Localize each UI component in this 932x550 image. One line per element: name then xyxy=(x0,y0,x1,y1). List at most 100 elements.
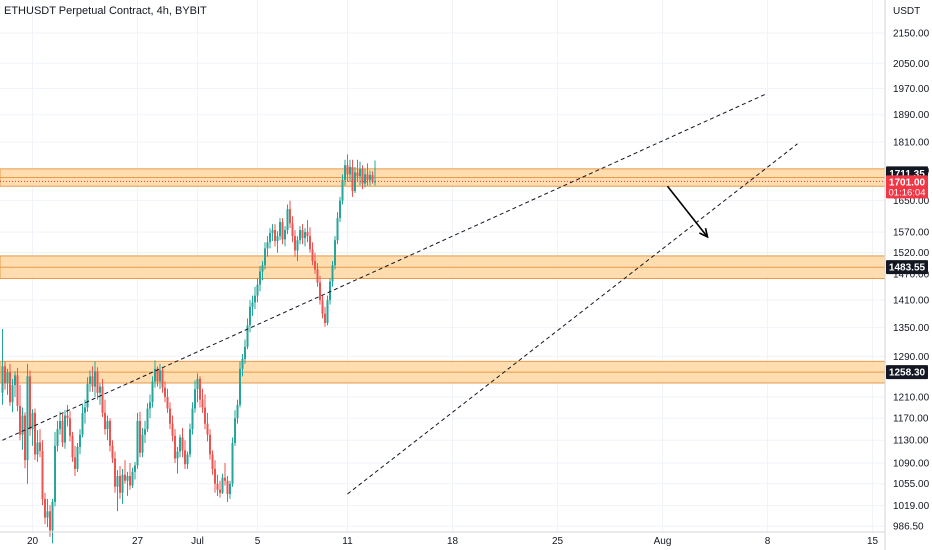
candle-body xyxy=(16,375,19,406)
candle-body xyxy=(24,415,26,461)
candle-body xyxy=(56,429,59,446)
candle-body xyxy=(329,281,331,301)
bar-countdown: 01:16:04 xyxy=(889,187,926,198)
candle-body xyxy=(164,387,166,397)
candle-body xyxy=(166,396,169,409)
candle-body xyxy=(29,376,31,430)
candle-body xyxy=(289,209,291,224)
candle-body xyxy=(309,236,311,250)
candle-body xyxy=(76,446,79,469)
candle-body xyxy=(371,175,374,182)
candle-body xyxy=(241,358,244,369)
candle-body xyxy=(96,371,99,393)
candle-body xyxy=(34,412,36,455)
candle-body xyxy=(26,376,29,461)
candle-body xyxy=(41,450,44,499)
candle-body xyxy=(236,404,239,419)
candle-body xyxy=(269,232,271,243)
candle-body xyxy=(321,300,324,314)
candle-body xyxy=(171,423,174,436)
candle-body xyxy=(134,465,136,472)
zone-price-tag-box xyxy=(886,260,928,275)
price-tick-label: 2150.00 xyxy=(893,29,930,40)
candle-body xyxy=(116,475,119,487)
candle-body xyxy=(349,167,351,175)
candle-body xyxy=(176,451,179,459)
candle-body xyxy=(274,230,276,242)
candle-body xyxy=(266,242,269,249)
candle-body xyxy=(249,306,251,326)
zone-price-tag: 1711.35 xyxy=(889,169,925,180)
candle-body xyxy=(304,232,306,239)
candle-body xyxy=(19,405,21,435)
candle-body xyxy=(209,434,211,455)
price-tick-label: 1019.00 xyxy=(893,501,930,512)
candle-body xyxy=(74,457,76,469)
time-tick-label: 20 xyxy=(27,536,39,547)
price-tick-label: 1290.00 xyxy=(893,352,930,363)
price-tick-label: 1350.00 xyxy=(893,323,930,334)
candle-body xyxy=(351,167,354,192)
candle-body xyxy=(224,477,226,481)
candle-body xyxy=(234,418,236,444)
candle-body xyxy=(79,434,81,447)
candle-body xyxy=(229,483,231,494)
candle-body xyxy=(104,412,106,430)
candle-body xyxy=(14,375,16,386)
price-tick-label: 1210.00 xyxy=(893,392,930,403)
candle-body xyxy=(1,366,4,393)
candle-body xyxy=(311,249,314,261)
zone-price-tag: 1483.55 xyxy=(889,263,926,274)
candle-body xyxy=(284,230,286,240)
chart-title: ETHUSDT Perpetual Contract, 4h, BYBIT xyxy=(4,5,207,17)
candle-body xyxy=(291,223,294,237)
trendline xyxy=(2,92,768,441)
candle-body xyxy=(239,368,241,405)
candle-body xyxy=(211,454,214,469)
candle-body xyxy=(86,384,89,408)
candle-body xyxy=(214,468,216,484)
candle-body xyxy=(286,209,289,231)
arrow-head xyxy=(699,227,709,239)
last-price-tag-box xyxy=(886,175,928,199)
candle-body xyxy=(81,412,84,435)
candle-body xyxy=(9,372,11,403)
candle-body xyxy=(319,282,321,301)
price-axis[interactable]: 2150.002050.001970.001890.001810.001730.… xyxy=(884,0,930,550)
candle-body xyxy=(139,420,141,453)
candle-body xyxy=(294,236,296,251)
time-axis[interactable]: 20 27 Jul 5 11 18 25 Aug 8 15 xyxy=(0,531,885,547)
time-tick-label: 25 xyxy=(552,536,564,547)
candle-body xyxy=(89,376,91,385)
candle-body xyxy=(6,372,9,384)
candle-body xyxy=(246,325,249,347)
candle-body xyxy=(316,269,319,283)
time-tick-label: Aug xyxy=(654,536,672,547)
candle-body xyxy=(341,179,344,201)
candle-body xyxy=(46,511,49,518)
candle-body xyxy=(144,429,146,435)
candle-body xyxy=(359,168,361,177)
candle-body xyxy=(54,445,56,502)
time-tick-label: 5 xyxy=(255,536,261,547)
candle-body xyxy=(334,240,336,266)
candle-body xyxy=(279,222,281,237)
candle-body xyxy=(49,511,51,531)
price-tick-label: 986.50 xyxy=(893,522,924,533)
candle-body xyxy=(301,230,304,239)
price-tick-label: 1650.00 xyxy=(893,196,930,207)
time-tick-label: 11 xyxy=(342,536,353,547)
candle-body xyxy=(51,501,54,531)
candle-body xyxy=(149,402,151,409)
last-price-tag: 1701.00 xyxy=(889,177,926,188)
candle-body xyxy=(361,168,364,184)
candle-body xyxy=(99,386,101,393)
candle-body xyxy=(254,295,256,303)
candle-body xyxy=(271,230,274,233)
candle-body xyxy=(36,442,39,455)
candle-body xyxy=(256,284,259,296)
candle-body xyxy=(226,480,229,494)
candle-body xyxy=(119,475,121,493)
candle-body xyxy=(69,418,71,436)
